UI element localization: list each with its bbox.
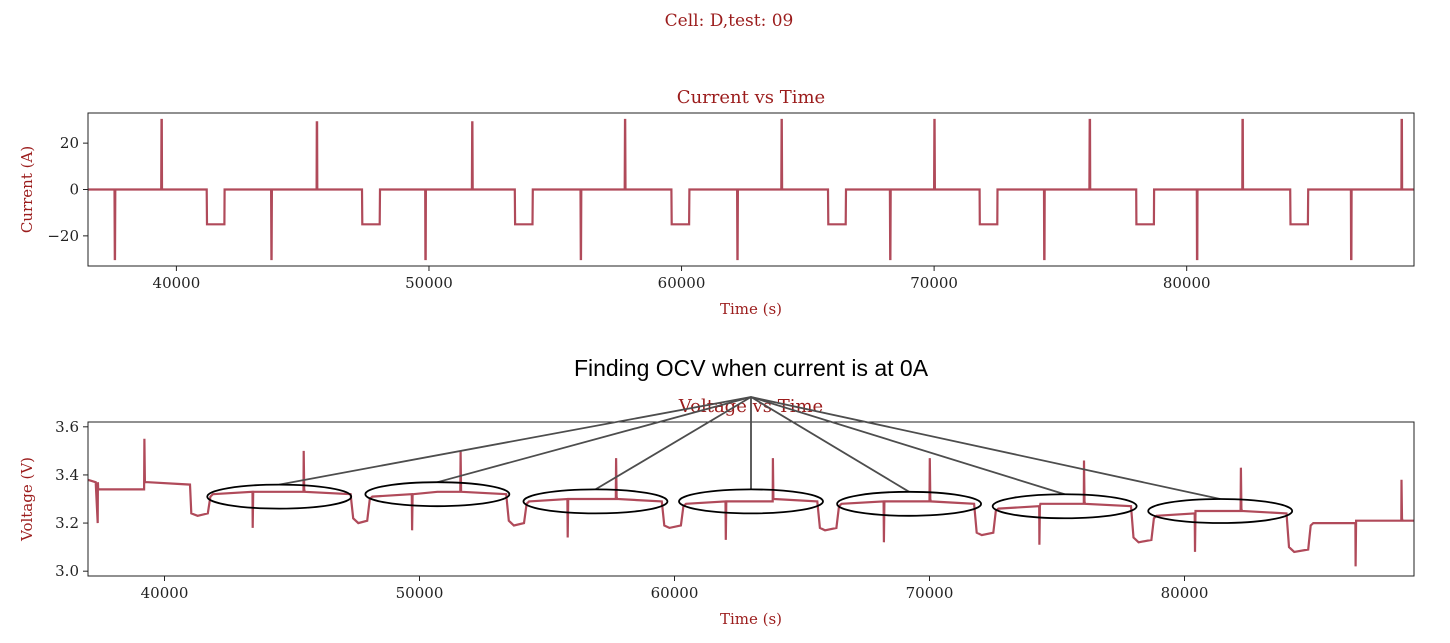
x-tick-label: 70000 bbox=[906, 584, 954, 602]
ocv-highlight-ellipse bbox=[836, 490, 982, 517]
x-tick-label: 80000 bbox=[1163, 274, 1211, 292]
series-line bbox=[88, 438, 1414, 567]
x-axis-label: Time (s) bbox=[720, 610, 782, 628]
callout-line bbox=[279, 396, 752, 486]
callout-line bbox=[750, 396, 910, 493]
ocv-highlight-ellipse bbox=[1147, 498, 1294, 524]
ocv-annotation: Finding OCV when current is at 0A bbox=[574, 355, 929, 381]
callout-line bbox=[594, 396, 752, 491]
ocv-callout-lines bbox=[206, 396, 1294, 524]
callout-line bbox=[437, 396, 752, 484]
callout-line bbox=[750, 396, 1221, 500]
ocv-highlight-ellipse bbox=[991, 493, 1138, 520]
ocv-highlight-ellipse bbox=[522, 488, 669, 515]
ocv-highlight-ellipse bbox=[364, 481, 511, 508]
x-tick-label: 40000 bbox=[141, 584, 189, 602]
x-tick-label: 40000 bbox=[153, 274, 201, 292]
ocv-highlight-ellipse bbox=[678, 488, 824, 515]
y-tick-label: 20 bbox=[60, 134, 79, 152]
series-line bbox=[88, 118, 1414, 261]
y-axis-label: Voltage (V) bbox=[18, 457, 36, 542]
x-tick-label: 60000 bbox=[658, 274, 706, 292]
y-tick-label: 3.0 bbox=[55, 562, 79, 580]
y-tick-label: 3.2 bbox=[55, 514, 79, 532]
x-tick-label: 50000 bbox=[405, 274, 453, 292]
y-tick-label: 3.6 bbox=[55, 418, 79, 436]
x-tick-label: 70000 bbox=[910, 274, 958, 292]
x-tick-label: 50000 bbox=[396, 584, 444, 602]
x-tick-label: 60000 bbox=[651, 584, 699, 602]
x-axis-label: Time (s) bbox=[720, 300, 782, 318]
callout-line bbox=[750, 396, 1065, 496]
y-tick-label: 3.4 bbox=[55, 466, 79, 484]
current-chart: Current vs Time 40000 50000 60000 70000 80000… bbox=[18, 87, 1415, 318]
y-tick-label: −20 bbox=[47, 227, 79, 245]
y-axis-label: Current (A) bbox=[18, 146, 36, 233]
figure-suptitle: Cell: D,test: 09 bbox=[665, 11, 794, 31]
chart-title: Current vs Time bbox=[677, 87, 825, 108]
x-tick-label: 80000 bbox=[1161, 584, 1209, 602]
y-tick-label: 0 bbox=[69, 181, 79, 199]
ocv-highlight-ellipse bbox=[206, 483, 353, 510]
